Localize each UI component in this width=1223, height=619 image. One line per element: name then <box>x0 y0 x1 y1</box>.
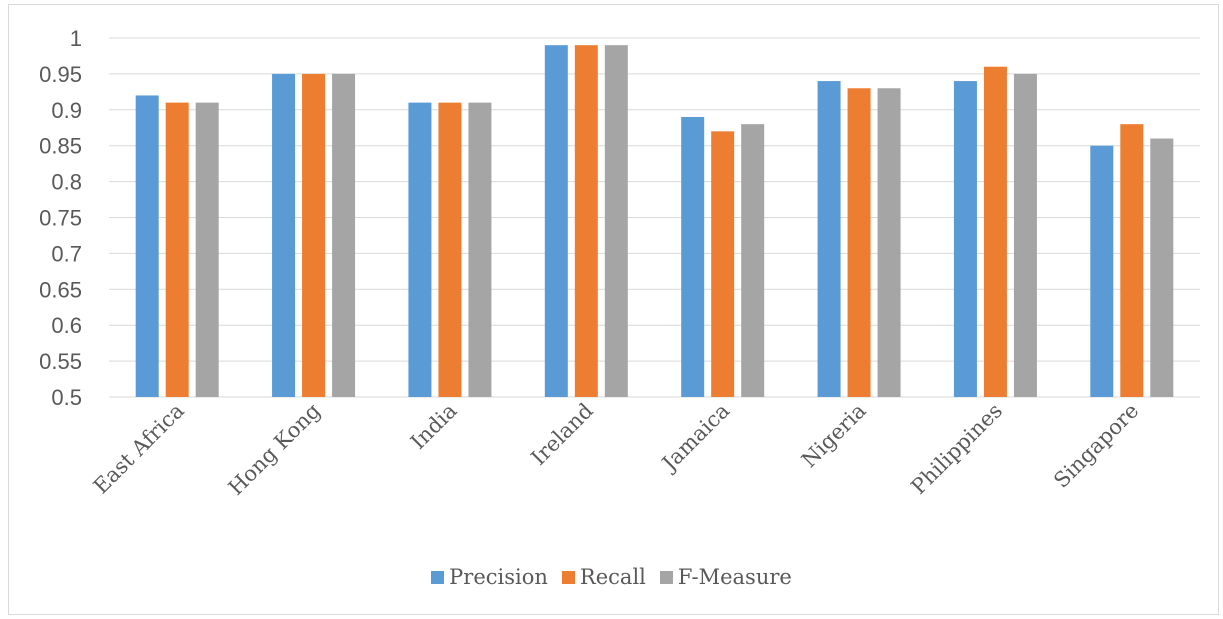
bars <box>135 45 1174 398</box>
bar-precision-philippines <box>953 81 977 397</box>
bar-f-measure-east-africa <box>195 102 219 398</box>
legend-swatch-f-measure <box>659 570 673 584</box>
bar-recall-ireland <box>574 45 598 398</box>
y-tick-label: 0.65 <box>39 277 82 302</box>
y-tick-label: 0.75 <box>39 206 82 231</box>
bar-precision-india <box>408 102 432 398</box>
bar-f-measure-philippines <box>1013 73 1037 398</box>
y-tick-label: 0.8 <box>51 170 82 195</box>
bar-recall-nigeria <box>847 88 871 397</box>
bar-recall-singapore <box>1120 124 1144 397</box>
legend-label-recall: Recall <box>579 565 646 589</box>
bar-f-measure-jamaica <box>741 124 765 397</box>
x-tick-label: Hong Kong <box>224 399 325 500</box>
bar-precision-hong-kong <box>272 73 296 398</box>
bar-recall-jamaica <box>711 131 735 397</box>
bar-recall-india <box>438 102 462 398</box>
x-tick-label: India <box>406 399 462 455</box>
bar-f-measure-hong-kong <box>332 73 356 398</box>
bar-f-measure-nigeria <box>877 88 901 397</box>
bar-f-measure-ireland <box>604 45 628 398</box>
bar-f-measure-singapore <box>1150 138 1174 397</box>
bar-recall-east-africa <box>165 102 189 398</box>
x-tick-label: Philippines <box>906 399 1007 500</box>
bar-recall-hong-kong <box>302 73 326 398</box>
y-tick-label: 0.95 <box>39 62 82 87</box>
x-tick-label: Nigeria <box>797 399 871 473</box>
legend-label-precision: Precision <box>449 565 548 589</box>
y-tick-label: 0.55 <box>39 349 82 374</box>
legend: Precision Recall F-Measure <box>0 565 1223 589</box>
x-tick-label: Singapore <box>1049 399 1143 493</box>
bar-recall-philippines <box>983 66 1007 397</box>
legend-item-f-measure: F-Measure <box>659 565 792 589</box>
x-tick-label: Ireland <box>526 399 597 470</box>
y-tick-label: 0.9 <box>51 98 82 123</box>
x-tick-label: Jamaica <box>656 399 734 477</box>
legend-swatch-precision <box>431 570 445 584</box>
bar-precision-ireland <box>544 45 568 398</box>
y-tick-label: 0.85 <box>39 134 82 159</box>
x-axis-labels: East Africa Hong Kong India Ireland Jamaica N… <box>89 399 1144 500</box>
bar-precision-nigeria <box>817 81 841 397</box>
y-tick-label: 1 <box>70 26 82 51</box>
bar-f-measure-india <box>468 102 492 398</box>
bar-precision-east-africa <box>135 95 159 397</box>
x-tick-label: East Africa <box>89 399 189 499</box>
bar-precision-singapore <box>1090 145 1114 397</box>
y-tick-label: 0.6 <box>51 313 82 338</box>
legend-item-recall: Recall <box>561 565 646 589</box>
bar-precision-jamaica <box>681 116 705 397</box>
legend-label-f-measure: F-Measure <box>677 565 792 589</box>
y-tick-label: 0.7 <box>51 241 82 266</box>
y-axis-ticks: 0.5 0.55 0.6 0.65 0.7 0.75 0.8 0.85 0.9 0.95 1 <box>39 26 82 410</box>
legend-item-precision: Precision <box>431 565 548 589</box>
legend-swatch-recall <box>561 570 575 584</box>
y-tick-label: 0.5 <box>51 385 82 410</box>
